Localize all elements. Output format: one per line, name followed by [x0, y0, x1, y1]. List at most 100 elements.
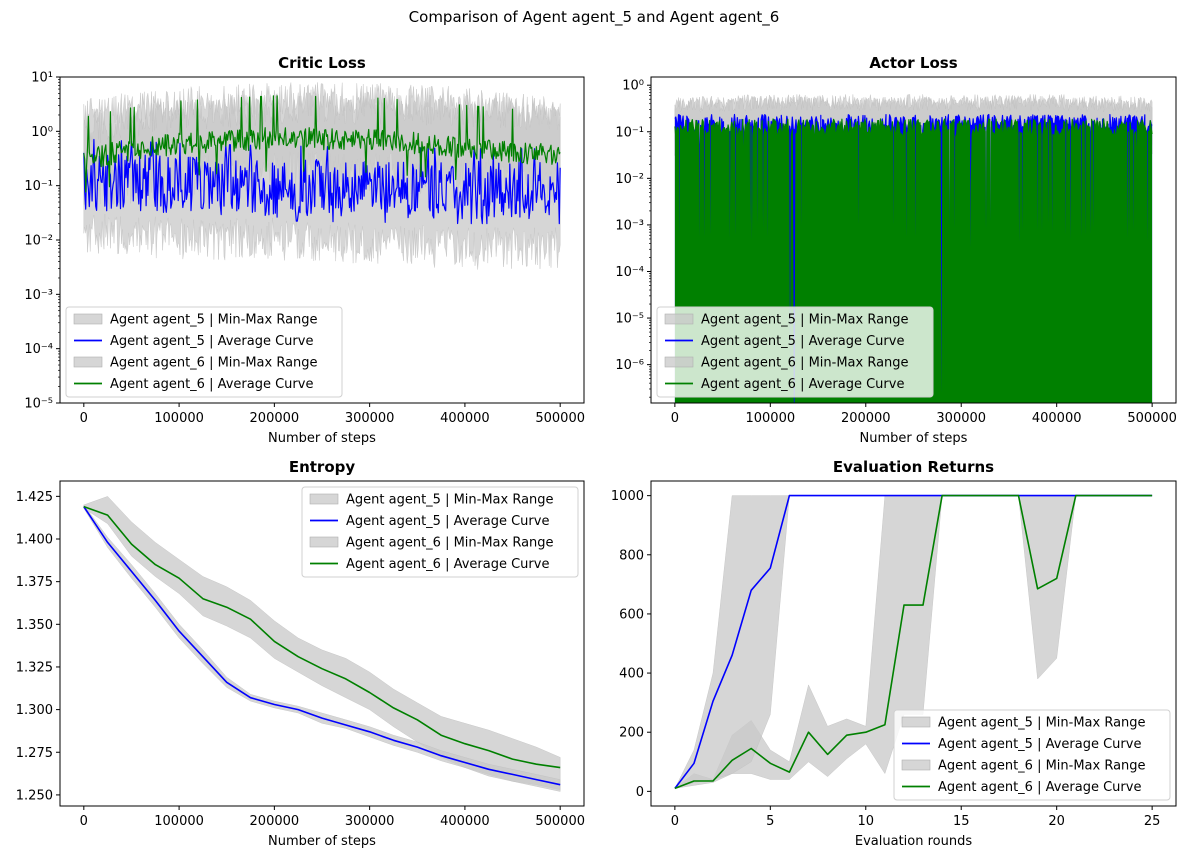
- panel-entropy: Entropy 0 100000 200000 300000 400000 500000 1.…: [16, 458, 585, 849]
- x-tick-label: 300000: [345, 411, 395, 426]
- legend-label: Agent agent_6 | Min-Max Range: [110, 356, 318, 371]
- x-tick-label: 25: [1144, 814, 1161, 829]
- x-tick-label: 15: [953, 814, 970, 829]
- y-tick-label: 10⁻⁴: [615, 265, 644, 280]
- legend-label: Agent agent_5 | Average Curve: [938, 737, 1141, 752]
- legend-box: [65, 306, 343, 398]
- legend-swatch-range: [309, 493, 339, 505]
- legend: Agent agent_5 | Min-Max Range Agent agent…: [656, 306, 934, 398]
- figure-suptitle: Comparison of Agent agent_5 and Agent ag…: [409, 8, 780, 27]
- y-tick-label: 10⁰: [31, 125, 53, 140]
- x-tick-label: 0: [80, 411, 88, 426]
- panel-critic: Critic Loss 0 100000 200000 300000 400000 5000…: [24, 54, 585, 446]
- y-tick-label: 1.425: [16, 490, 53, 505]
- x-axis-label: Number of steps: [860, 431, 968, 446]
- chart-title: Evaluation Returns: [833, 458, 994, 476]
- legend-label: Agent agent_6 | Average Curve: [110, 377, 313, 392]
- y-tick-label: 400: [619, 667, 644, 682]
- y-tick-label: 10⁰: [622, 79, 644, 94]
- x-axis-label: Number of steps: [268, 431, 376, 446]
- x-tick-label: 200000: [250, 814, 300, 829]
- legend-swatch-range: [901, 716, 931, 728]
- y-tick-label: 10⁻³: [24, 288, 53, 303]
- y-tick-label: 1.250: [16, 788, 53, 803]
- legend-label: Agent agent_5 | Average Curve: [701, 334, 904, 349]
- y-tick-label: 600: [619, 607, 644, 622]
- legend-label: Agent agent_6 | Average Curve: [701, 377, 904, 392]
- x-axis-label: Evaluation rounds: [855, 834, 972, 849]
- x-tick-label: 200000: [841, 411, 891, 426]
- legend-swatch-range: [309, 536, 339, 548]
- chart-title: Actor Loss: [869, 54, 957, 72]
- x-tick-label: 500000: [535, 814, 585, 829]
- x-tick-label: 300000: [936, 411, 986, 426]
- x-axis-label: Number of steps: [268, 834, 376, 849]
- range-band-agent-5: [83, 504, 561, 792]
- legend-swatch-range: [664, 313, 694, 325]
- x-tick-label: 100000: [154, 411, 204, 426]
- legend-label: Agent agent_5 | Min-Max Range: [110, 313, 318, 328]
- plot-area: [83, 496, 561, 792]
- x-tick-label: 0: [671, 814, 679, 829]
- legend: Agent agent_5 | Min-Max Range Agent agent…: [301, 486, 579, 578]
- x-tick-label: 500000: [535, 411, 585, 426]
- y-tick-label: 10⁻²: [615, 172, 644, 187]
- x-tick-label: 100000: [154, 814, 204, 829]
- average-line-agent-6: [674, 494, 1153, 790]
- y-tick-label: 10⁻¹: [24, 179, 53, 194]
- x-tick-label: 400000: [440, 411, 490, 426]
- y-tick-label: 1.350: [16, 618, 53, 633]
- y-tick-label: 1.400: [16, 533, 53, 548]
- chart-title: Entropy: [289, 458, 356, 476]
- x-tick-label: 200000: [250, 411, 300, 426]
- y-tick-label: 10⁻³: [615, 218, 644, 233]
- y-tick-label: 1.300: [16, 703, 53, 718]
- x-tick-label: 5: [766, 814, 774, 829]
- average-line-agent-6: [83, 95, 561, 193]
- x-tick-label: 500000: [1127, 411, 1177, 426]
- x-tick-label: 100000: [745, 411, 795, 426]
- y-tick-label: 800: [619, 548, 644, 563]
- axes-frame: [650, 480, 1177, 807]
- average-line-agent-5: [83, 138, 561, 225]
- y-tick-label: 200: [619, 726, 644, 741]
- y-tick-label: 10⁻⁵: [24, 397, 53, 412]
- x-tick-label: 300000: [345, 814, 395, 829]
- legend-label: Agent agent_6 | Min-Max Range: [938, 759, 1146, 774]
- average-line-agent-6: [674, 118, 1153, 403]
- y-tick-label: 1.375: [16, 575, 53, 590]
- legend-label: Agent agent_5 | Min-Max Range: [701, 313, 909, 328]
- x-tick-label: 10: [857, 814, 874, 829]
- average-line-agent-6: [83, 505, 561, 769]
- y-tick-label: 10⁻⁵: [615, 312, 644, 327]
- x-tick-label: 0: [80, 814, 88, 829]
- panel-actor: Actor Loss 0 100000 200000 300000 400000 50000…: [615, 54, 1177, 446]
- y-tick-label: 10¹: [31, 71, 53, 86]
- average-line-agent-5: [83, 506, 561, 786]
- legend: Agent agent_5 | Min-Max Range Agent agent…: [65, 306, 343, 398]
- legend-box: [301, 486, 579, 578]
- axes-frame: [650, 76, 1177, 404]
- legend-label: Agent agent_5 | Min-Max Range: [346, 493, 554, 508]
- legend-label: Agent agent_6 | Min-Max Range: [346, 536, 554, 551]
- legend-label: Agent agent_5 | Average Curve: [346, 514, 549, 529]
- y-tick-label: 10⁻⁶: [615, 358, 644, 373]
- x-tick-label: 400000: [1032, 411, 1082, 426]
- average-line-agent-5: [674, 494, 1153, 789]
- y-tick-label: 10⁻⁴: [24, 342, 53, 357]
- legend-box: [656, 306, 934, 398]
- y-tick-label: 0: [636, 785, 644, 800]
- y-tick-label: 1.325: [16, 660, 53, 675]
- chart-title: Critic Loss: [278, 54, 366, 72]
- plot-area: [674, 494, 1153, 790]
- legend-swatch-range: [901, 759, 931, 771]
- x-tick-label: 400000: [440, 814, 490, 829]
- axes-frame: [59, 480, 585, 807]
- y-tick-label: 10⁻¹: [615, 125, 644, 140]
- panel-eval: Evaluation Returns 0 5 10 15 20 25 0 200 400 600 80…: [611, 458, 1177, 849]
- x-tick-label: 20: [1048, 814, 1065, 829]
- legend-swatch-range: [73, 313, 103, 325]
- legend-label: Agent agent_5 | Min-Max Range: [938, 716, 1146, 731]
- legend-label: Agent agent_6 | Average Curve: [938, 780, 1141, 795]
